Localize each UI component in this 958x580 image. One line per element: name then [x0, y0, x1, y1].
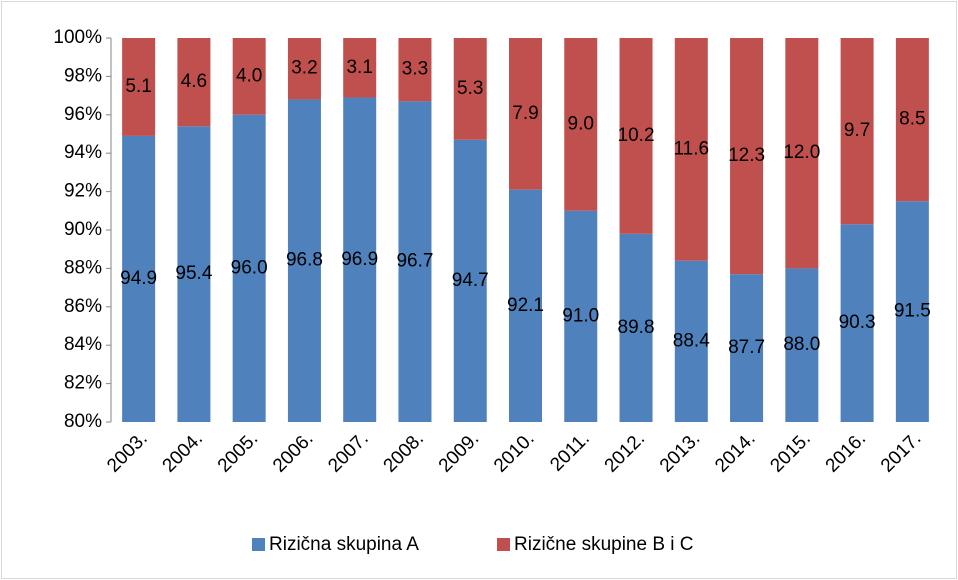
data-label: 91.0: [562, 305, 599, 326]
bar-segment: [509, 38, 542, 190]
bar-segment: [287, 38, 321, 100]
data-label: 3.3: [402, 59, 428, 80]
bar-segment: [343, 97, 377, 423]
bar-segment: [509, 189, 542, 422]
bar-segment: [564, 210, 598, 422]
data-label: 11.6: [674, 138, 710, 159]
y-tick-label: 92%: [64, 181, 102, 202]
legend-swatch: [252, 538, 265, 551]
data-label: 94.9: [120, 268, 157, 289]
data-label: 4.6: [181, 71, 207, 92]
bar-segment: [177, 126, 211, 422]
data-label: 88.0: [783, 334, 820, 355]
y-tick-label: 84%: [64, 334, 102, 355]
data-label: 7.9: [512, 103, 538, 124]
bar-segment: [343, 38, 377, 98]
bar-segment: [674, 260, 708, 422]
y-tick-label: 100%: [53, 27, 102, 48]
bar-segment: [730, 274, 764, 422]
y-tick-label: 96%: [64, 104, 102, 125]
data-label: 96.9: [341, 249, 378, 270]
y-tick-label: 82%: [64, 373, 102, 394]
bar-segment: [674, 38, 708, 261]
legend-label: Rizična skupina A: [269, 534, 419, 555]
bar-segment: [232, 114, 266, 423]
data-label: 96.0: [231, 257, 268, 278]
bar-segment: [287, 99, 321, 422]
data-label: 87.7: [728, 337, 765, 358]
bar-segment: [730, 38, 764, 275]
data-label: 95.4: [175, 263, 212, 284]
bar-segment: [785, 268, 819, 422]
bar-segment: [895, 201, 929, 422]
y-tick-label: 98%: [64, 65, 102, 86]
bar-segment: [619, 233, 653, 422]
y-tick-label: 90%: [64, 219, 102, 240]
bar-segment: [840, 38, 874, 225]
data-label: 5.1: [125, 76, 151, 97]
data-label: 96.8: [286, 250, 323, 271]
bar-segment: [453, 139, 487, 422]
data-label: 9.0: [568, 113, 594, 134]
data-label: 9.7: [844, 120, 870, 141]
bar-segment: [122, 38, 156, 136]
data-label: 94.7: [452, 270, 489, 291]
bar-segment: [232, 38, 266, 115]
data-label: 8.5: [899, 109, 925, 130]
y-tick-label: 94%: [64, 142, 102, 163]
y-tick-label: 80%: [64, 411, 102, 432]
bar-segment: [840, 224, 874, 422]
bar-segment: [177, 38, 211, 127]
data-label: 89.8: [618, 317, 655, 338]
data-label: 90.3: [839, 312, 876, 333]
data-label: 5.3: [457, 78, 483, 99]
bar-segment: [398, 38, 432, 102]
data-label: 12.3: [728, 145, 765, 166]
data-label: 92.1: [507, 295, 544, 316]
data-label: 88.4: [673, 330, 710, 351]
data-label: 96.7: [396, 251, 433, 272]
y-tick-label: 86%: [64, 296, 102, 317]
legend-label: Rizične skupine B i C: [514, 534, 694, 555]
data-label: 4.0: [236, 65, 262, 86]
data-label: 91.5: [894, 301, 931, 322]
bar-segment: [453, 38, 487, 140]
bar-segment: [785, 38, 819, 269]
data-label: 3.1: [346, 57, 372, 78]
y-tick-label: 88%: [64, 257, 102, 278]
bar-segment: [398, 101, 432, 423]
bar-segment: [619, 38, 653, 234]
data-label: 12.0: [783, 142, 820, 163]
bar-segment: [895, 38, 929, 202]
data-label: 3.2: [291, 58, 317, 79]
data-label: 10.2: [618, 125, 655, 146]
bar-segment: [564, 38, 598, 211]
legend-swatch: [497, 538, 510, 551]
bar-segment: [122, 135, 156, 423]
